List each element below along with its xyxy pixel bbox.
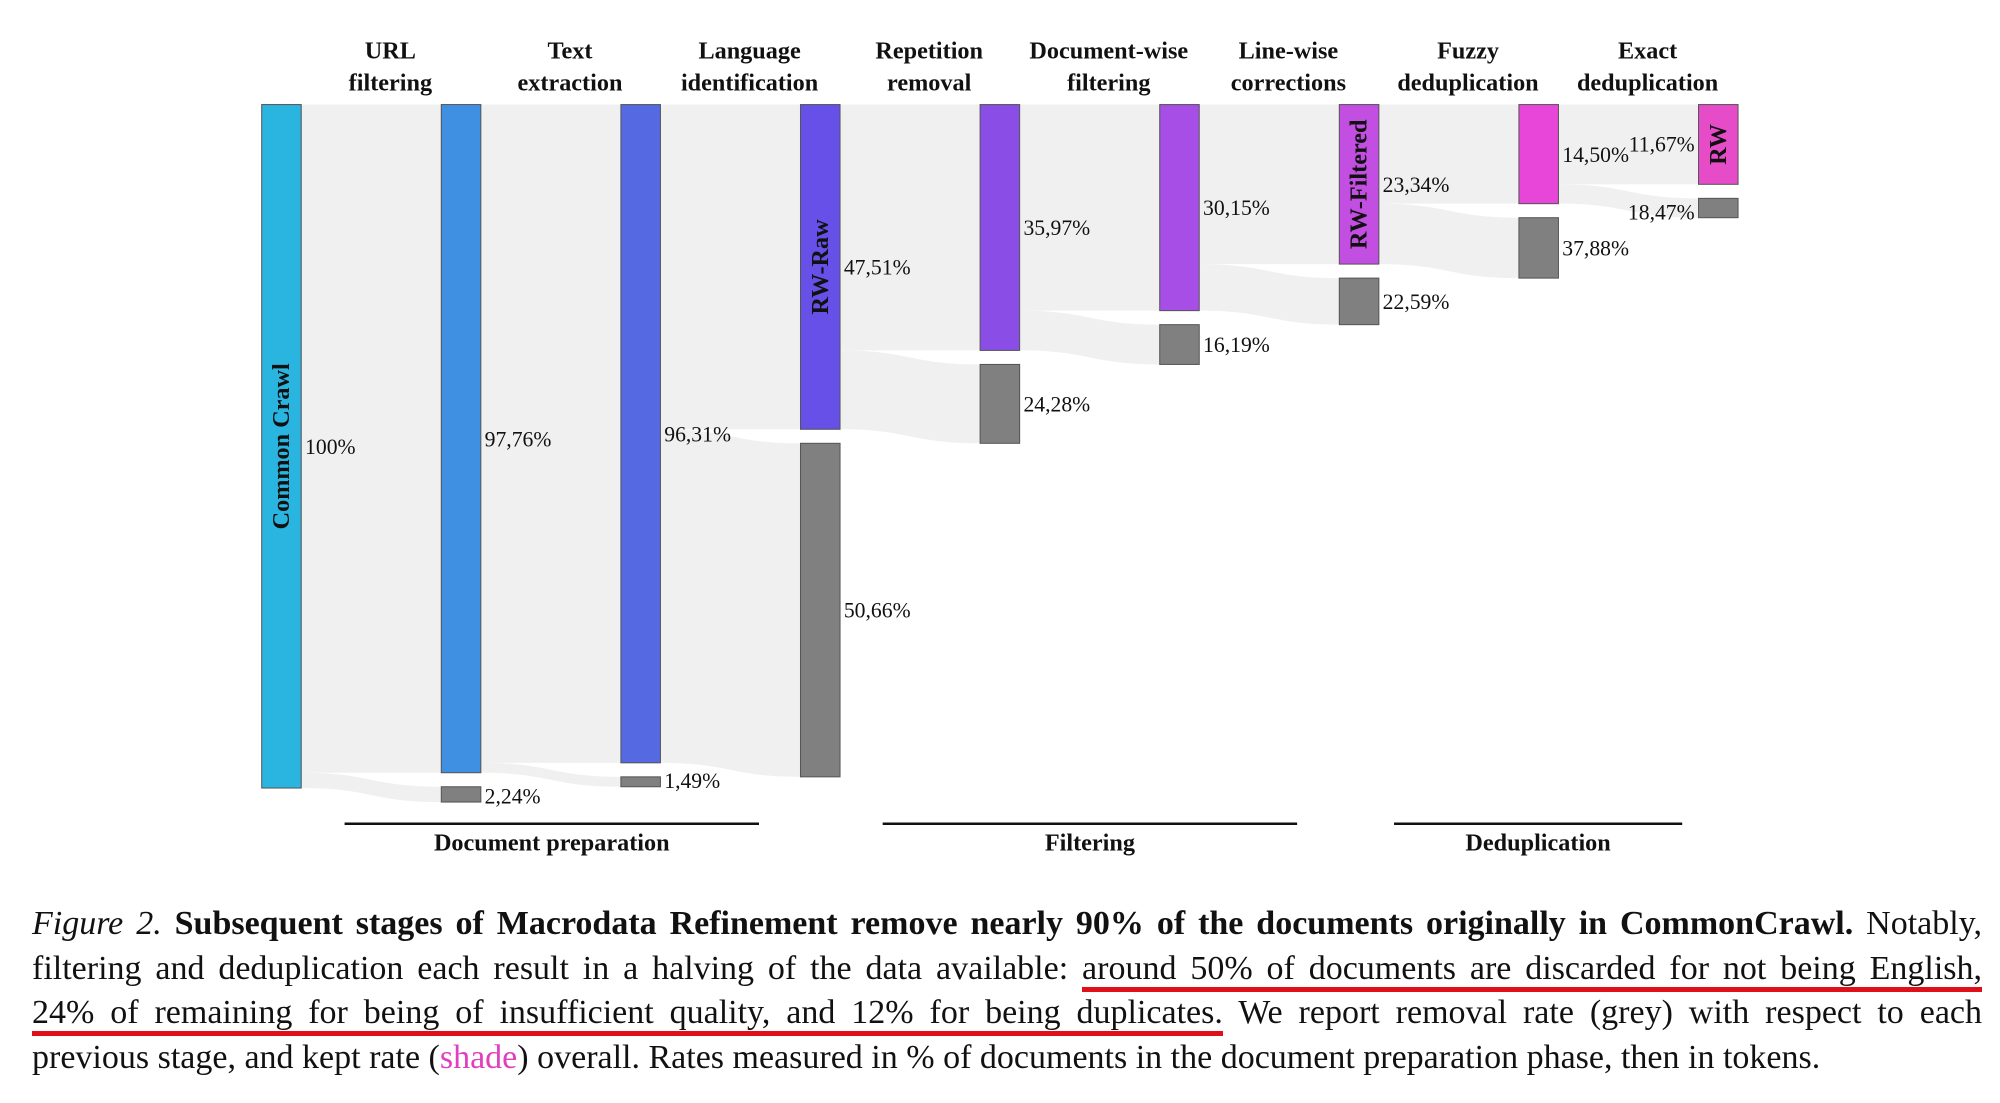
kept-rate-label: 47,51%	[844, 256, 911, 280]
kept-bar	[1698, 104, 1739, 185]
removal-rate-label: 22,59%	[1383, 290, 1450, 314]
kept-rate-label: 100%	[305, 435, 356, 459]
kept-bar	[799, 104, 841, 430]
removed-bar	[1338, 277, 1380, 326]
flow-kept	[480, 104, 621, 763]
flow-removed	[301, 772, 442, 803]
removal-rate-label: 16,19%	[1203, 333, 1270, 357]
kept-rate-label: 96,31%	[664, 422, 731, 446]
caption-underlined: 24% of remaining for being of insufficie…	[32, 994, 1223, 1036]
caption-shade-word: shade	[439, 1038, 518, 1076]
caption-line-1: Figure 2. Subsequent stages of Macrodata…	[32, 902, 1982, 947]
flow-removed	[1558, 184, 1699, 218]
bars	[261, 104, 1739, 803]
kept-rate-label: 23,34%	[1383, 173, 1450, 197]
kept-bar	[261, 104, 302, 789]
removed-bar	[1518, 217, 1559, 279]
group-label: Deduplication	[1465, 830, 1611, 857]
stage-header: deduplication	[1577, 70, 1719, 97]
removed-bar	[979, 363, 1021, 444]
kept-bar	[440, 104, 482, 774]
removed-bar	[440, 786, 482, 803]
flow-removed	[840, 350, 981, 444]
flow-kept	[301, 104, 442, 773]
flow-kept	[1378, 104, 1519, 204]
removal-rate-label: 2,24%	[485, 784, 541, 808]
bar-inner-label: RW-Filtered	[1346, 119, 1373, 249]
flow-kept	[660, 104, 801, 430]
flow-removed	[1378, 203, 1519, 279]
stage-header: identification	[681, 70, 819, 97]
stage-header: Repetition	[875, 38, 983, 65]
removal-rate-label: 50,66%	[844, 599, 911, 623]
caption-line-2: filtering and deduplication each result …	[32, 947, 1983, 992]
caption-underlined: around 50% of documents are discarded fo…	[1082, 949, 1983, 992]
caption-text: We report removal rate (grey) with respe…	[1238, 994, 1982, 1031]
kept-bar	[1159, 104, 1200, 312]
removed-bar	[620, 776, 661, 788]
stage-header: Line-wise	[1239, 38, 1339, 65]
stage-header: filtering	[1067, 70, 1150, 97]
figure-caption: Figure 2. Subsequent stages of Macrodata…	[32, 902, 1983, 1081]
stage-header: Exact	[1618, 38, 1677, 65]
stage-groups: Document preparation Filtering Deduplicati…	[344, 822, 1683, 857]
flow-kept	[1558, 104, 1699, 185]
stage-header: Document-wise	[1029, 38, 1188, 65]
flows	[301, 104, 1699, 803]
flow-removed	[480, 762, 621, 787]
kept-rate-label: 30,15%	[1203, 196, 1270, 220]
flow-removed	[1019, 310, 1160, 365]
caption-text: filtering and deduplication each result …	[32, 949, 1069, 987]
kept-rate-label: 35,97%	[1023, 216, 1090, 240]
caption-line-3: 24% of remaining for being of insufficie…	[32, 991, 1982, 1036]
removal-rate-label: 37,88%	[1562, 237, 1629, 261]
removal-rate-label: 18,47%	[1628, 200, 1695, 224]
stage-header: filtering	[349, 70, 432, 97]
stage-header: Language	[698, 38, 801, 65]
kept-bar	[1338, 104, 1380, 265]
figure-label: Figure 2.	[32, 905, 162, 942]
removed-bar	[799, 442, 841, 778]
stage-header: removal	[887, 70, 972, 97]
caption-text: Notably,	[1866, 905, 1982, 942]
bar-inner-label: RW	[1705, 124, 1732, 165]
stage-header: extraction	[518, 70, 623, 97]
flow-removed	[1199, 264, 1340, 325]
caption-text: ) overall. Rates measured in % of docume…	[517, 1038, 1821, 1076]
removed-bar	[1698, 197, 1739, 219]
kept-bar	[620, 104, 661, 764]
bar-inner-label: RW-Raw	[807, 219, 834, 315]
group-label: Filtering	[1045, 830, 1135, 857]
kept-rate-label: 11,67%	[1629, 133, 1695, 157]
caption-text: previous stage, and kept rate (	[32, 1038, 440, 1076]
stage-header: URL	[365, 38, 416, 65]
group-label: Document preparation	[434, 830, 670, 857]
flow-removed	[660, 429, 801, 777]
kept-rate-label: 14,50%	[1562, 143, 1629, 167]
caption-bold: Subsequent stages of Macrodata Refinemen…	[174, 905, 1854, 942]
removal-rate-label: 24,28%	[1023, 393, 1090, 417]
kept-bar	[979, 104, 1021, 351]
stage-header: Text	[548, 38, 593, 65]
stage-header: deduplication	[1397, 70, 1539, 97]
kept-bar	[1518, 104, 1559, 205]
removed-bar	[1159, 324, 1200, 365]
flow-kept	[1199, 104, 1340, 265]
kept-rate-label: 97,76%	[485, 427, 552, 451]
stage-header: Fuzzy	[1437, 38, 1499, 65]
caption-line-4: previous stage, and kept rate (shade) ov…	[32, 1036, 1982, 1081]
flow-kept	[1019, 104, 1160, 311]
bar-inner-label: Common Crawl	[268, 363, 295, 529]
flow-kept	[840, 104, 981, 351]
removal-rate-label: 1,49%	[664, 769, 720, 793]
labels: 100% Common Crawl 97,76% 2,24% URL filtering 9…	[268, 38, 1732, 809]
stage-header: corrections	[1231, 70, 1346, 97]
